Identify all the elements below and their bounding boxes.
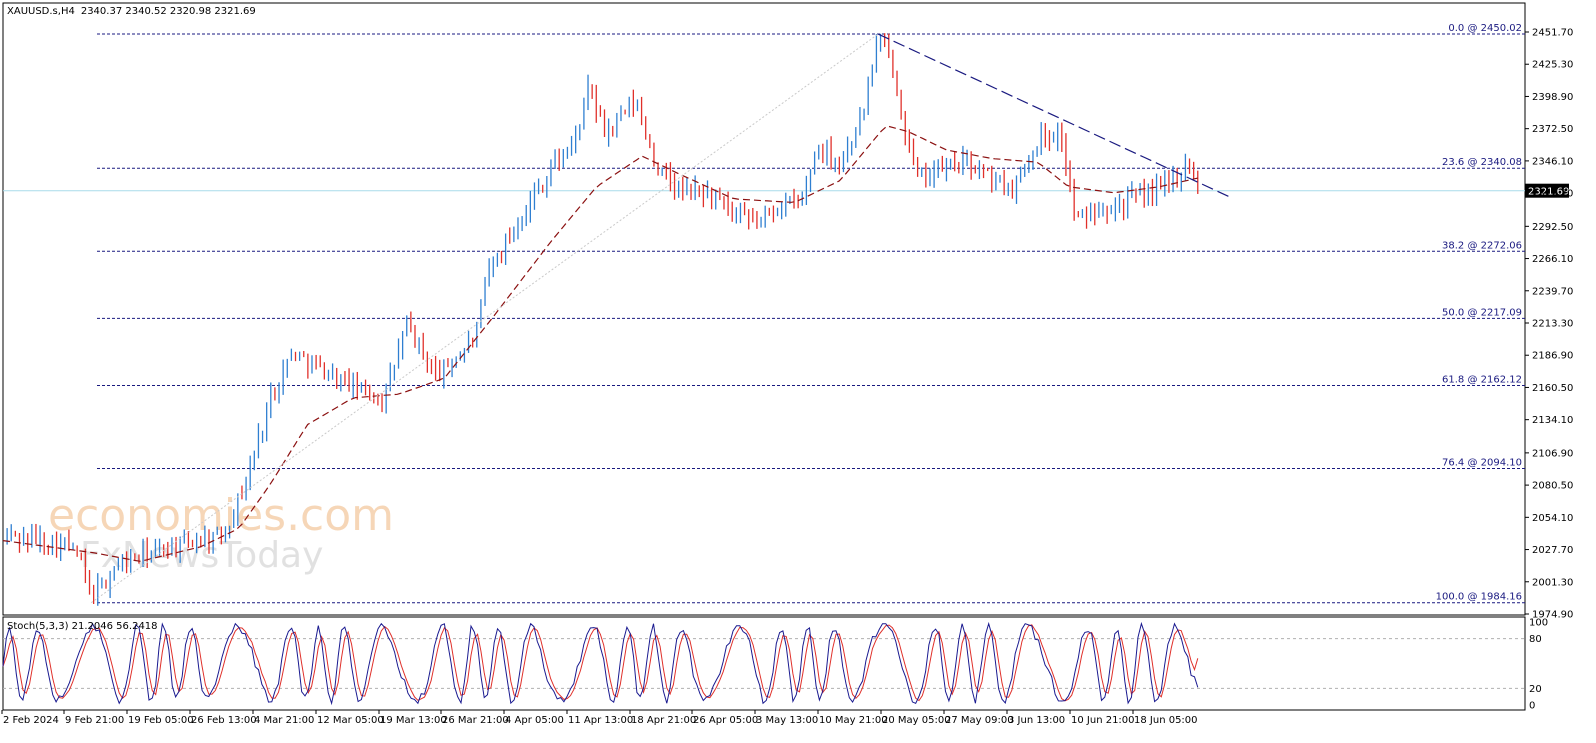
- y-tick-label: 2372.50: [1532, 124, 1573, 135]
- fibonacci-levels: 0.0 @ 2450.02 23.6 @ 2340.08 38.2 @ 2272.0…: [97, 23, 1525, 604]
- fib-level-label: 0.0 @ 2450.02: [1448, 23, 1522, 34]
- x-tick-label: 11 Apr 13:00: [568, 715, 633, 726]
- x-tick-label: 9 Feb 21:00: [65, 715, 124, 726]
- symbol-header: XAUUSD.s,H4 2340.37 2340.52 2320.98 2321.…: [7, 6, 256, 17]
- y-tick-label: 2027.70: [1532, 545, 1573, 556]
- y-tick-label: 2292.50: [1532, 222, 1573, 233]
- y-tick-label: 2451.70: [1532, 28, 1573, 39]
- fib-level-label: 100.0 @ 1984.16: [1436, 592, 1522, 603]
- moving-average-line: [2, 125, 1198, 562]
- x-tick-label: 27 May 09:00: [945, 715, 1014, 726]
- symbol-label: XAUUSD.s,H4: [7, 6, 75, 17]
- stoch-label: Stoch(5,3,3) 21.2046 56.2418: [7, 621, 158, 632]
- main-pane-frame: [2, 2, 1526, 616]
- x-tick-label: 4 Mar 21:00: [254, 715, 314, 726]
- x-tick-label: 26 Mar 21:00: [442, 715, 509, 726]
- y-tick-label: 2319.70: [1532, 189, 1573, 200]
- stoch-tick-label: 20: [1529, 684, 1542, 695]
- stoch-pane-frame: [2, 616, 1526, 711]
- y-tick-label: 2425.30: [1532, 60, 1573, 71]
- y-tick-label: 1974.90: [1532, 610, 1573, 621]
- y-tick-label: 2266.10: [1532, 254, 1573, 265]
- x-tick-label: 26 Feb 13:00: [191, 715, 257, 726]
- x-tick-label: 2 Feb 2024: [3, 715, 59, 726]
- x-tick-label: 12 Mar 05:00: [317, 715, 384, 726]
- x-tick-label: 3 May 13:00: [756, 715, 818, 726]
- y-tick-label: 2054.10: [1532, 513, 1573, 524]
- y-tick-label: 2239.70: [1532, 286, 1573, 297]
- y-tick-label: 2213.30: [1532, 319, 1573, 330]
- stoch-tick-label: 80: [1529, 634, 1542, 645]
- y-tick-label: 2001.30: [1532, 577, 1573, 588]
- stoch-signal-line: [2, 624, 1199, 702]
- fib-level-label: 50.0 @ 2217.09: [1442, 307, 1522, 318]
- fib-level-label: 61.8 @ 2162.12: [1442, 374, 1522, 385]
- fib-level-label: 38.2 @ 2272.06: [1442, 240, 1522, 251]
- x-tick-label: 19 Mar 13:00: [380, 715, 447, 726]
- current-price-line: 2321.69: [3, 183, 1569, 198]
- fib-retracement-diagonal: [90, 33, 879, 604]
- x-tick-label: 4 Apr 05:00: [505, 715, 564, 726]
- stoch-tick-label: 100: [1529, 618, 1548, 629]
- y-tick-label: 2160.50: [1532, 383, 1573, 394]
- current-price-value: 2321.69: [1528, 187, 1569, 198]
- watermark-line2: FxNewsToday: [80, 535, 323, 576]
- moving-average: [2, 125, 1198, 562]
- x-tick-label: 3 Jun 13:00: [1008, 715, 1065, 726]
- x-tick-label: 18 Apr 21:00: [631, 715, 696, 726]
- y-tick-label: 2346.10: [1532, 156, 1573, 167]
- x-tick-label: 20 May 05:00: [882, 715, 951, 726]
- fib-level-label: 76.4 @ 2094.10: [1442, 458, 1522, 469]
- price-axis: 2451.70 2425.30 2398.90 2372.50 2346.10 2319.…: [1525, 28, 1573, 621]
- y-tick-label: 2134.10: [1532, 415, 1573, 426]
- x-tick-label: 18 Jun 05:00: [1134, 715, 1198, 726]
- trendline: [90, 33, 1230, 604]
- stoch-main-line: [2, 621, 1199, 706]
- x-tick-label: 10 May 21:00: [819, 715, 888, 726]
- x-tick-label: 19 Feb 05:00: [128, 715, 194, 726]
- downtrend-line: [877, 33, 1230, 198]
- fib-level-label: 23.6 @ 2340.08: [1442, 157, 1522, 168]
- x-tick-label: 10 Jun 21:00: [1071, 715, 1135, 726]
- x-tick-label: 26 Apr 05:00: [693, 715, 758, 726]
- stochastic-oscillator: 100 80 20 0: [2, 618, 1548, 712]
- current-price-tag: [1525, 183, 1569, 198]
- ohlc-values: 2340.37 2340.52 2320.98 2321.69: [81, 6, 256, 17]
- candles: [6, 33, 1199, 606]
- stoch-tick-label: 0: [1529, 701, 1535, 712]
- y-tick-label: 2398.90: [1532, 92, 1573, 103]
- y-tick-label: 2106.90: [1532, 448, 1573, 459]
- y-tick-label: 2186.90: [1532, 351, 1573, 362]
- y-tick-label: 2080.50: [1532, 481, 1573, 492]
